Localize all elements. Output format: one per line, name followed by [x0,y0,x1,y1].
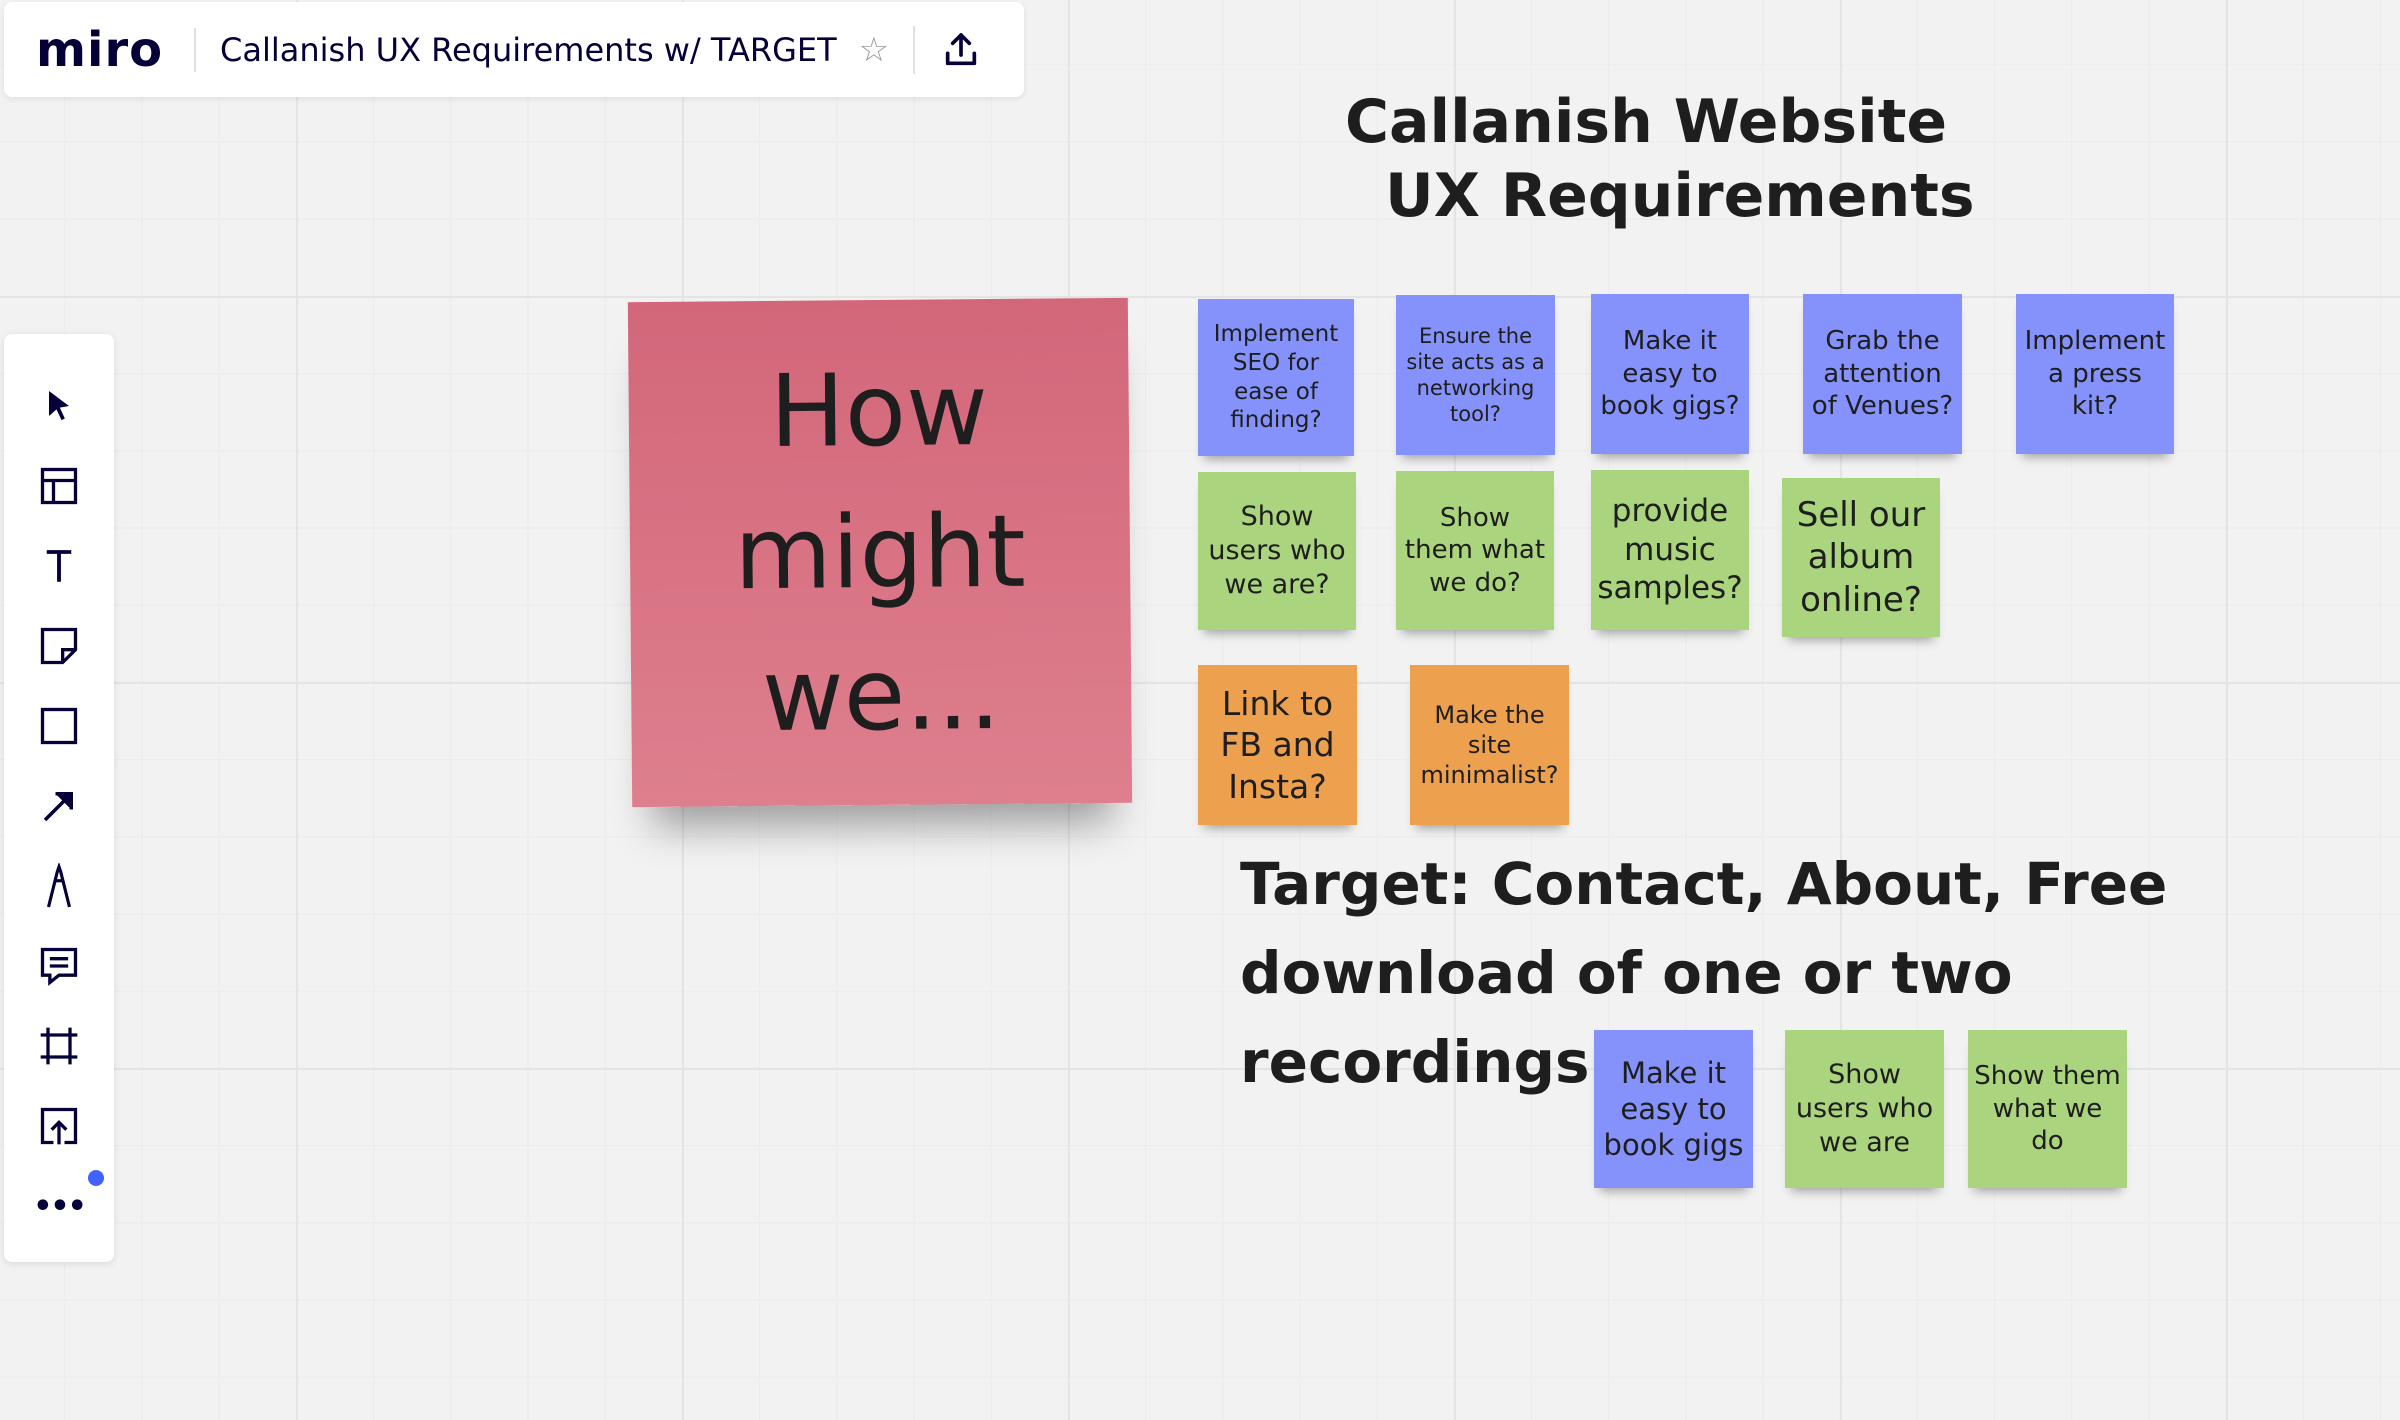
upload-tool-button[interactable] [31,1098,87,1154]
comment-tool-button[interactable] [31,938,87,994]
sticky-note[interactable]: Sell our album online? [1782,478,1940,637]
how-might-we-sticky-note[interactable]: How might we... [627,297,1133,808]
sticky-note[interactable]: provide music samples? [1591,470,1749,630]
sticky-note[interactable]: Grab the attention of Venues? [1803,294,1962,454]
big-note-line-2: might [733,492,1027,612]
pen-tool-button[interactable] [31,858,87,914]
upload-icon [40,1107,78,1145]
big-note-line-3: we... [761,634,1002,754]
arrow-icon [43,792,73,822]
sticky-note[interactable]: Make it easy to book gigs [1594,1030,1753,1188]
sticky-note[interactable]: Show users who we are? [1198,472,1356,630]
heading-line-2: UX Requirements [1385,161,1975,231]
more-tools-icon[interactable]: ••• [33,1188,87,1224]
templates-tool-button[interactable] [31,458,87,514]
sticky-note-icon [40,627,78,665]
connection-line-tool-button[interactable] [31,778,87,834]
sticky-note[interactable]: Link to FB and Insta? [1198,665,1357,825]
comment-icon [40,947,78,986]
sticky-note-tool-button[interactable] [31,618,87,674]
star-icon[interactable]: ☆ [858,29,890,70]
rectangle-shape-icon [40,707,78,745]
target-text[interactable]: Target: Contact, About, Free download of… [1240,850,2168,1096]
board-header: miro Callanish UX Requirements w/ TARGET… [4,2,1024,97]
pen-icon [46,863,72,908]
cursor-icon [49,391,69,421]
text-icon [46,550,72,582]
notification-dot [88,1170,104,1186]
sticky-note[interactable]: Show them what we do [1968,1030,2127,1188]
sticky-note[interactable]: Show users who we are [1785,1030,1944,1188]
text-tool-button[interactable] [31,538,87,594]
frame-icon [40,1027,78,1065]
board-heading[interactable]: Callanish Website UX Requirements [1345,85,2045,233]
sticky-note[interactable]: Implement SEO for ease of finding? [1198,299,1354,456]
upload-export-icon [945,32,977,65]
sticky-note[interactable]: Make it easy to book gigs? [1591,294,1749,454]
header-divider [194,27,196,72]
heading-line-1: Callanish Website [1345,87,1948,157]
header-divider [913,25,916,74]
share-export-button[interactable] [937,26,985,74]
select-tool-button[interactable] [31,378,87,434]
sticky-note[interactable]: Ensure the site acts as a networking too… [1396,295,1555,455]
sticky-note[interactable]: Make the site minimalist? [1410,665,1569,825]
board-title[interactable]: Callanish UX Requirements w/ TARGET [220,30,837,69]
sticky-note[interactable]: Implement a press kit? [2016,294,2174,454]
templates-icon [40,467,78,505]
sticky-note[interactable]: Show them what we do? [1396,471,1554,630]
shape-tool-button[interactable] [31,698,87,754]
left-toolbar: ••• [4,334,114,1262]
miro-logo[interactable]: miro [36,21,164,78]
big-note-line-1: How [769,350,989,470]
frame-tool-button[interactable] [31,1018,87,1074]
